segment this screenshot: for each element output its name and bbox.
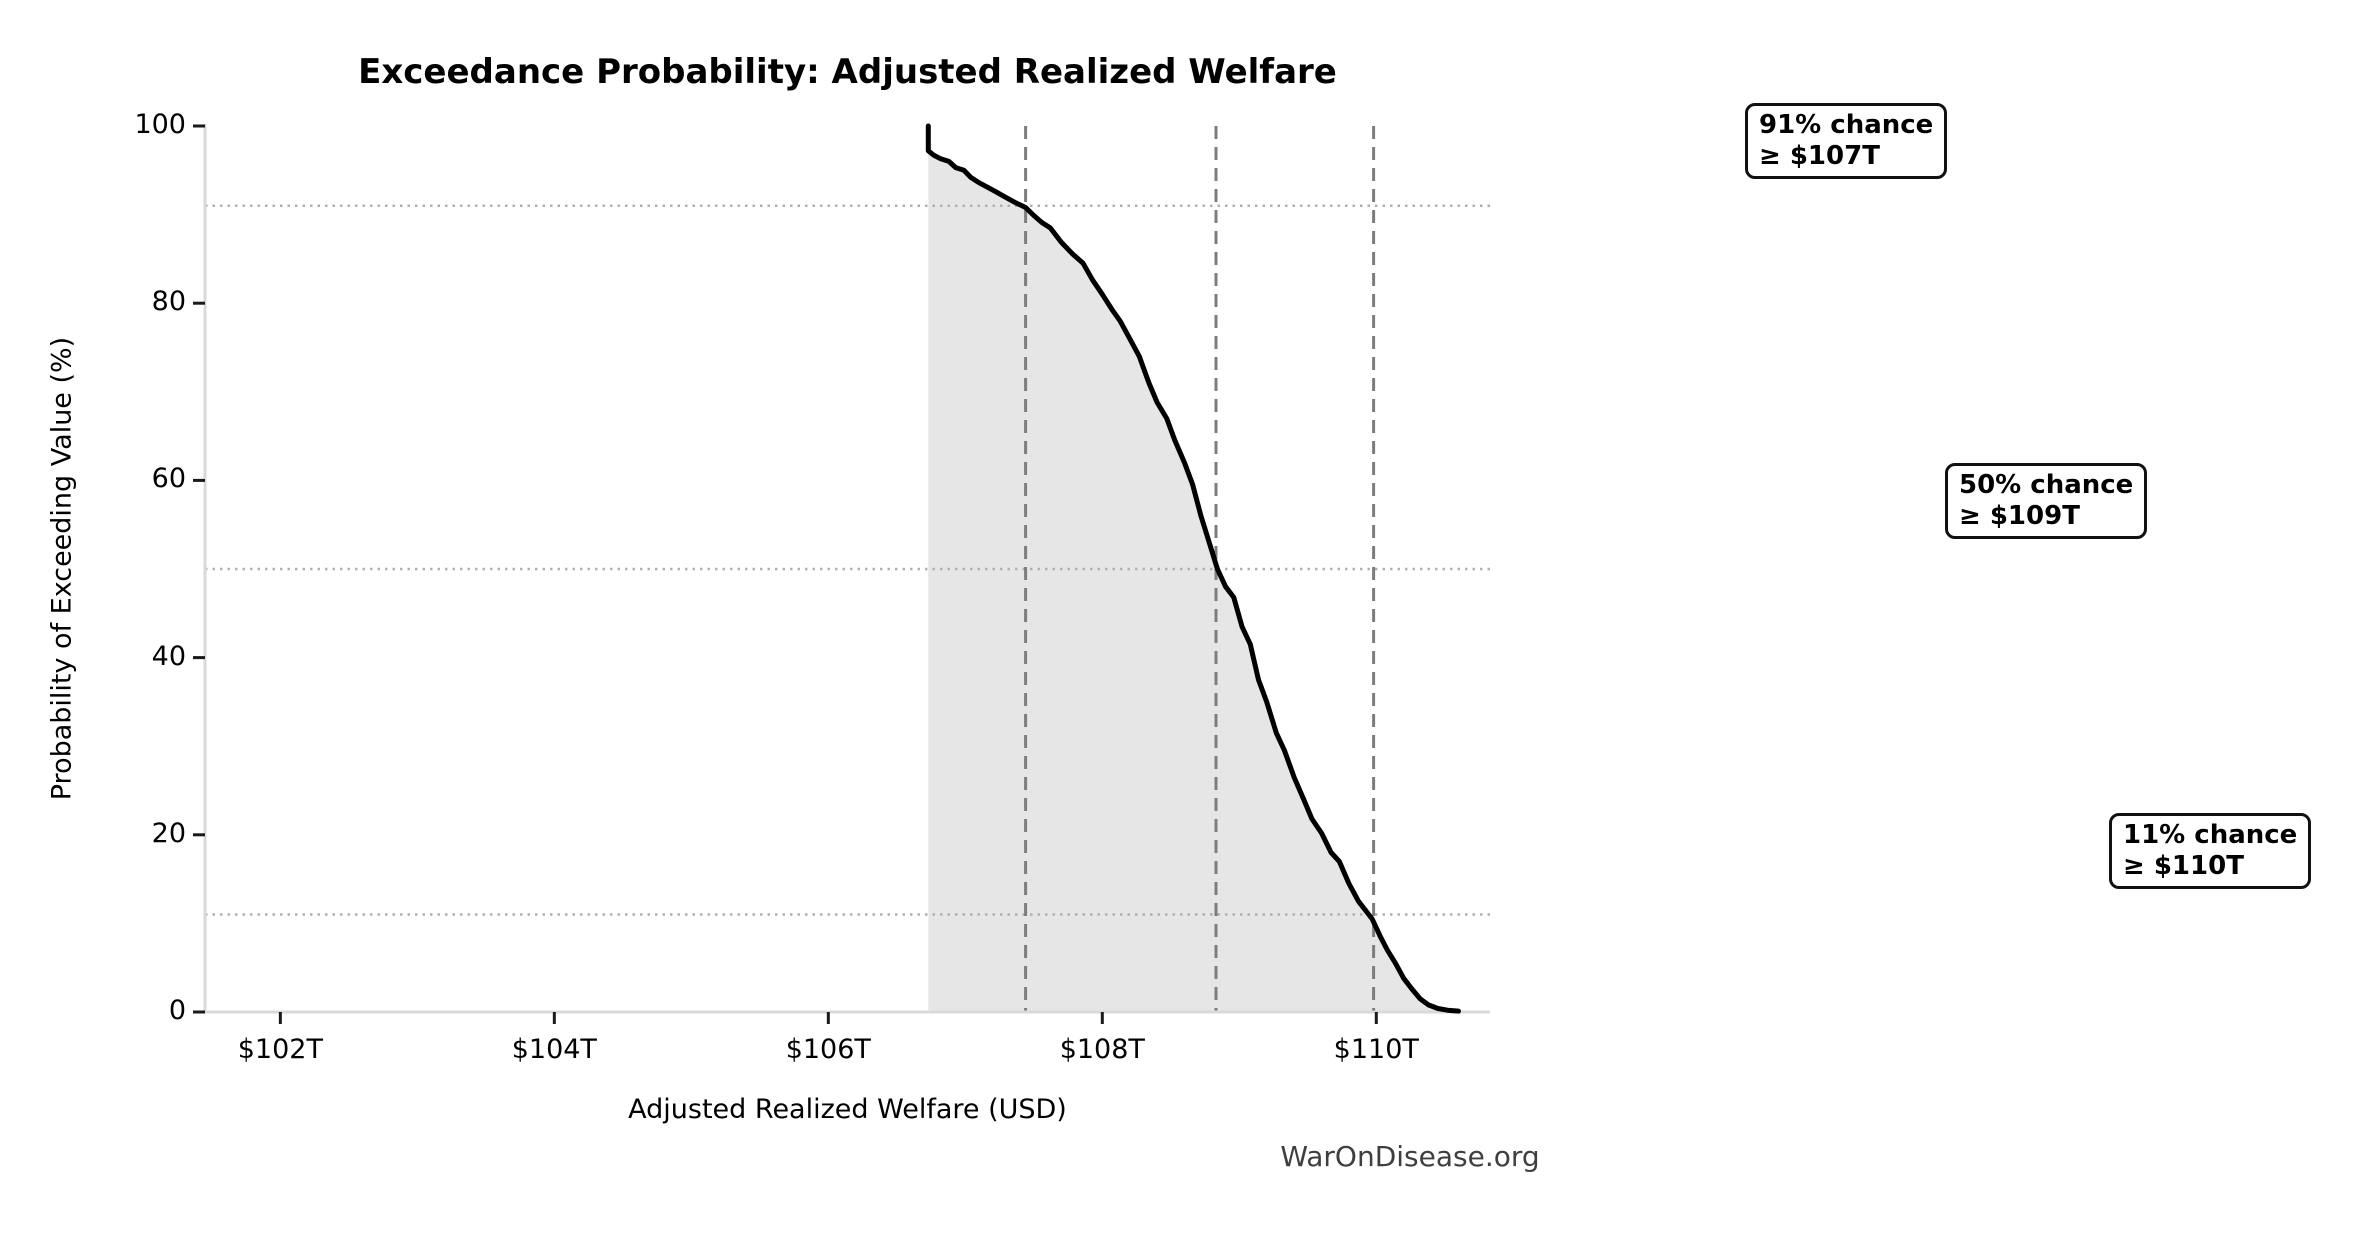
annotation-box: 50% chance ≥ $109T bbox=[1945, 463, 2148, 539]
x-tick-label: $106T bbox=[785, 1034, 871, 1065]
x-tick-label: $108T bbox=[1059, 1034, 1145, 1065]
y-tick-label: 80 bbox=[151, 286, 186, 318]
y-tick-label: 40 bbox=[151, 640, 186, 672]
y-tick-label: 20 bbox=[151, 817, 186, 849]
watermark-text: WarOnDisease.org bbox=[1280, 1140, 1540, 1173]
annotation-box: 91% chance ≥ $107T bbox=[1745, 103, 1948, 179]
exceedance-curve bbox=[925, 123, 1461, 1014]
annotation-threshold-text: ≥ $109T bbox=[1959, 501, 2080, 531]
y-tick-label: 0 bbox=[168, 995, 186, 1026]
annotation-chance-text: 50% chance bbox=[1959, 470, 2134, 500]
y-axis-label: Probability of Exceeding Value (%) bbox=[46, 336, 78, 801]
x-axis-label: Adjusted Realized Welfare (USD) bbox=[628, 1094, 1067, 1125]
x-tick-label: $110T bbox=[1333, 1034, 1419, 1065]
annotation-chance-text: 91% chance bbox=[1759, 110, 1934, 140]
x-tick-label: $102T bbox=[237, 1034, 323, 1065]
y-tick-label: 100 bbox=[134, 109, 186, 140]
y-tick-label: 60 bbox=[151, 463, 186, 495]
annotation-threshold-text: ≥ $110T bbox=[2123, 851, 2244, 881]
annotation-threshold-text: ≥ $107T bbox=[1759, 141, 1880, 171]
annotation-chance-text: 11% chance bbox=[2123, 820, 2298, 850]
chart-title: Exceedance Probability: Adjusted Realize… bbox=[358, 52, 1337, 92]
x-tick-label: $104T bbox=[511, 1034, 597, 1065]
area-under-curve bbox=[928, 126, 1459, 1012]
annotation-box: 11% chance ≥ $110T bbox=[2109, 813, 2312, 889]
